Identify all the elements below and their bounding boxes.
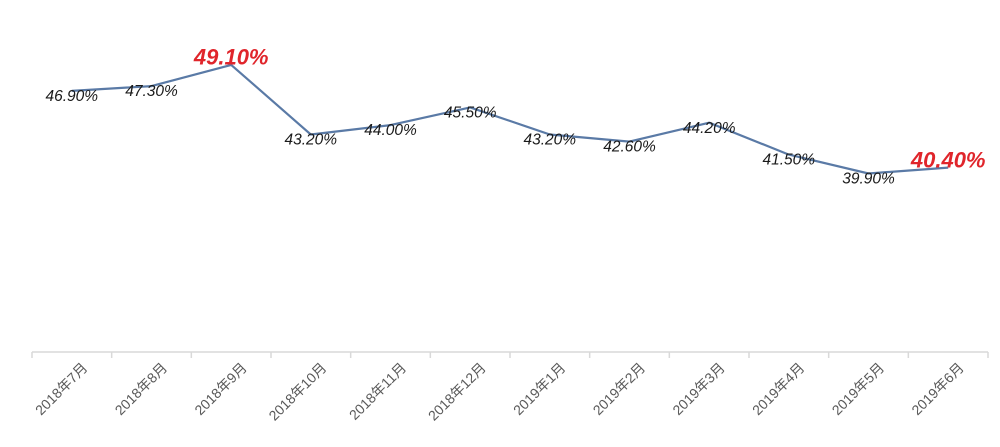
data-label: 39.90% [842,171,895,188]
data-label: 41.50% [763,152,816,169]
x-tick-label: 2018年10月 [265,359,329,423]
data-label: 43.20% [524,132,577,149]
x-tick-label: 2019年5月 [829,359,888,418]
x-tick-label: 2019年1月 [510,359,569,418]
data-label: 44.00% [364,122,417,139]
x-tick-label-group: 2018年7月 2018年8月 2018年9月 2018年10月 2018年11月 201… [32,359,967,423]
x-tick-label: 2019年3月 [669,359,728,418]
x-axis [31,351,989,358]
data-label: 43.20% [285,132,338,149]
x-tick-label: 2018年7月 [32,359,91,418]
data-label: 45.50% [444,104,497,121]
data-label: 47.30% [125,83,178,100]
x-tick-label: 2019年4月 [749,359,808,418]
x-tick-label: 2018年9月 [191,359,250,418]
x-tick-label: 2018年12月 [425,359,489,423]
x-tick-label: 2018年8月 [112,359,171,418]
data-label-group: 46.90% 47.30% 49.10% 43.20% 44.00% 45.50% 43.2… [46,45,986,188]
data-label: 46.90% [46,88,99,105]
x-tick-label: 2019年6月 [908,359,967,418]
x-tick-label: 2019年2月 [590,359,649,418]
data-label-highlight: 40.40% [910,147,986,172]
data-label: 44.20% [683,120,736,137]
x-tick-label: 2018年11月 [346,359,409,422]
data-label: 42.60% [603,139,656,156]
series-line [71,63,949,175]
data-label-highlight: 49.10% [193,45,269,70]
series-line-group [71,63,949,175]
